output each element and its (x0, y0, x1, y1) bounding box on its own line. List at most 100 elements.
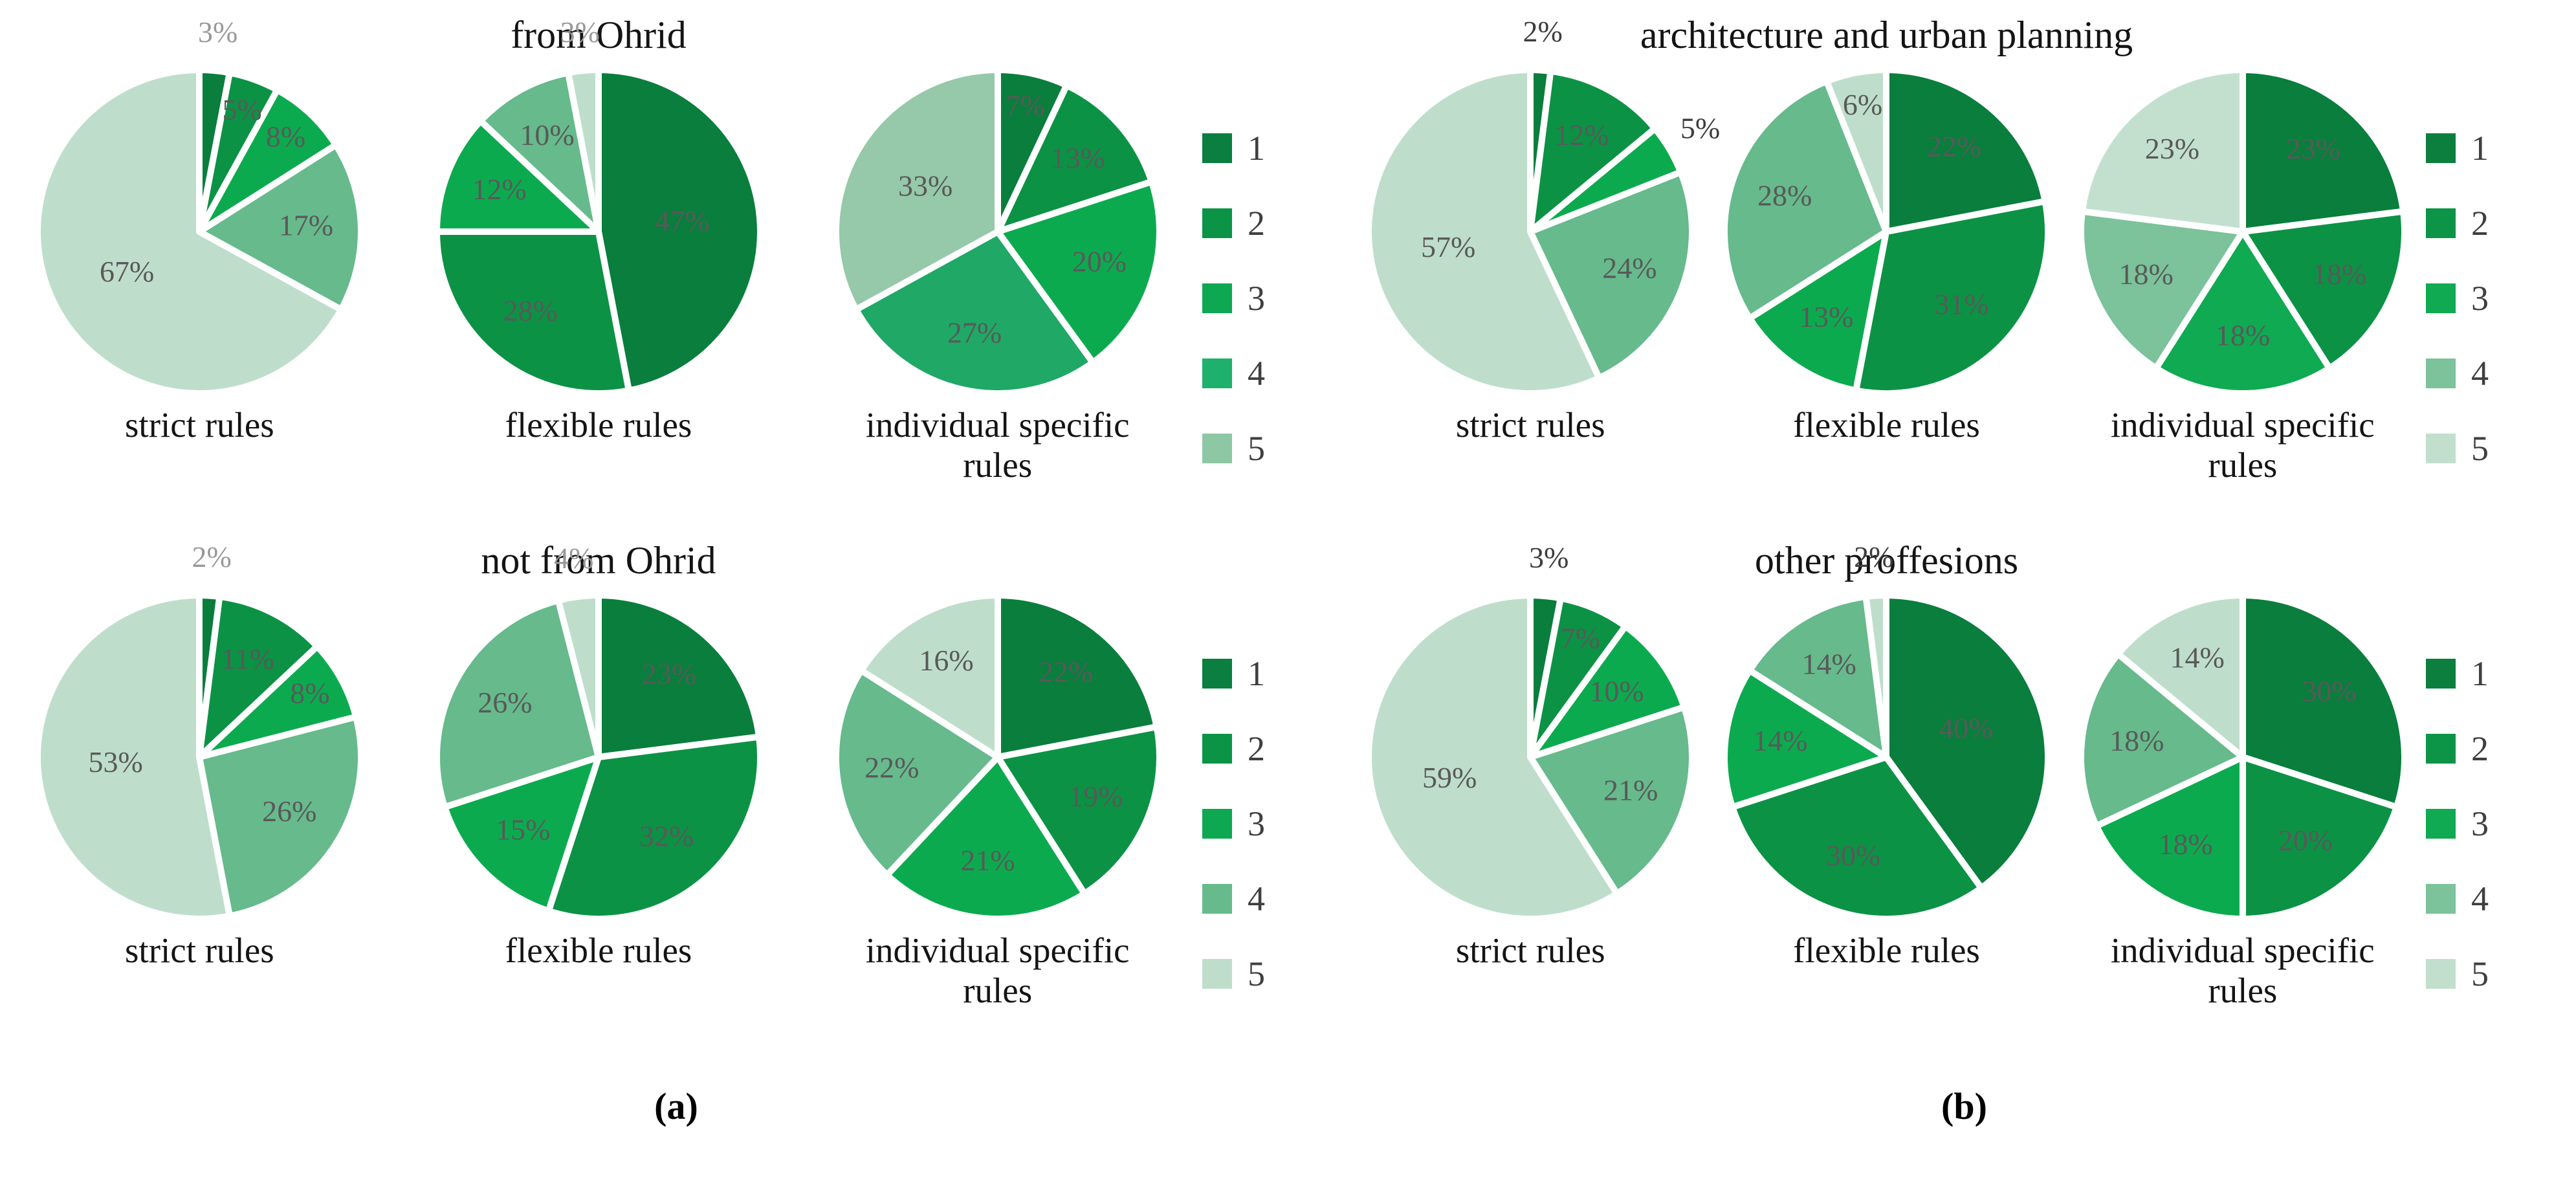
group-title-from-ohrid: from Ohrid (511, 14, 687, 56)
pie-slice-category-4 (196, 142, 365, 313)
pie-slice-category-2 (2239, 754, 2400, 922)
pie-slice-category-4 (2077, 208, 2246, 372)
pie-slice-category-2 (434, 228, 632, 397)
legend-label: 3 (1248, 279, 1265, 318)
pie-slice-category-2 (545, 733, 764, 922)
legend-swatch-icon (2426, 734, 2456, 764)
pie-slice-label: 18% (2312, 258, 2366, 291)
pie-slice-label: 22% (864, 751, 919, 784)
legend-swatch-icon (2426, 884, 2456, 914)
pie-slice-label: 17% (279, 208, 333, 241)
legend-swatch-icon (1202, 734, 1232, 764)
row-from-ohrid: from Ohrid 3% 5% 8% 17% 67% strict rules 47%… (0, 6, 1352, 532)
pie-caption: individual specific rules (865, 931, 1130, 1010)
pie-slice-category-4 (1527, 168, 1696, 382)
legend-label: 4 (1248, 354, 1265, 393)
legend-item-3: 3 (2426, 281, 2576, 316)
legend-item-1: 1 (2426, 656, 2576, 691)
legend-label: 3 (1248, 804, 1265, 843)
legend-item-4: 4 (2426, 881, 2576, 916)
pie-chart-flexible-rules: 40% 30% 14% 14% 2% (1721, 540, 2052, 922)
pie-slice-category-5 (555, 592, 602, 760)
pie-slice-label: 11% (221, 643, 275, 676)
pie-slice-category-5 (2115, 592, 2246, 760)
pie-slice-category-3 (1721, 667, 1890, 811)
pie-slice-category-1 (1883, 67, 2049, 235)
legend-swatch-icon (2426, 659, 2456, 689)
pie-chart-strict-rules: 3% 5%8% 17% 67% (34, 16, 365, 397)
pie-slice-category-2 (1853, 198, 2052, 397)
legend-item-1: 1 (1202, 656, 1352, 691)
pie-caption: individual specific rules (2110, 405, 2375, 485)
pie-slice-label: 30% (1826, 839, 1880, 872)
pie-slice-category-1 (2239, 592, 2408, 811)
legend-label: 4 (2471, 354, 2489, 393)
pie-slice-label: 31% (1935, 287, 1989, 320)
pie-slice-category-5 (832, 67, 1001, 313)
pie-slice-category-5 (565, 67, 602, 235)
pie-slice-label: 14% (1802, 647, 1856, 680)
pie-slice-category-4 (434, 597, 602, 811)
legend-label: 1 (2471, 129, 2489, 168)
pie-slice-label: 18% (2109, 724, 2164, 757)
legend: 1 2 3 4 5 (1197, 6, 1352, 532)
pie-slice-label: 3% (1529, 541, 1569, 574)
pie-chart-individual-specific-rules: 22% 19% 21% 22% 16% (832, 592, 1163, 922)
pie-slice-label: 8% (266, 120, 305, 153)
pie-slice-label: 20% (1072, 245, 1126, 278)
pie-slice-category-5 (857, 592, 1001, 760)
pie-slice-label: 10% (1589, 675, 1644, 708)
pie-caption: flexible rules (505, 931, 692, 970)
pie-slice-category-2 (1729, 754, 1985, 922)
pie-slice-label: 3% (198, 16, 237, 49)
pie-slice-label: 13% (1800, 300, 1854, 333)
pie-slice-category-3 (1527, 623, 1688, 760)
pie-slice-label: 67% (100, 255, 154, 288)
legend-label: 2 (1248, 729, 1265, 768)
pie-caption: individual specific rules (2110, 931, 2375, 1010)
pie-slice-label: 22% (1928, 129, 1982, 162)
pie-slice-category-3 (2152, 228, 2333, 397)
pie-slice-category-5 (1365, 592, 1621, 922)
pie-chart-strict-rules: 3% 7% 10% 21% 59% (1365, 541, 1696, 922)
pie-caption: strict rules (125, 405, 274, 445)
legend-item-1: 1 (2426, 131, 2576, 166)
pie-cell: 2% 11% 8% 26% 53% strict rules (0, 540, 399, 1057)
pie-slice-label: 18% (2158, 828, 2212, 861)
legend: 1 2 3 4 5 (1197, 532, 1352, 1057)
legend-label: 2 (2471, 729, 2489, 768)
group-title-not-from-ohrid: not from Ohrid (481, 539, 716, 582)
pie-slice-label: 26% (478, 686, 532, 719)
pie-cell: 22% 19% 21% 22% 16% individual specific rule… (798, 589, 1197, 1057)
legend-swatch-icon (2426, 283, 2456, 313)
pie-slice-category-5 (2078, 67, 2246, 235)
pie-chart-strict-rules: 2% 11% 8% 26% 53% (34, 540, 365, 922)
legend-item-2: 2 (1202, 206, 1352, 241)
legend-item-4: 4 (1202, 881, 1352, 916)
legend-swatch-icon (2426, 208, 2456, 238)
legend-swatch-icon (2426, 434, 2456, 463)
legend-label: 4 (1248, 879, 1265, 918)
pie-slice-label: 28% (1757, 179, 1812, 212)
pie-slice-label: 24% (1602, 251, 1657, 284)
pie-cell: 40% 30% 14% 14% 2% flexible rules (1708, 540, 2064, 1057)
legend-label: 2 (2471, 204, 2489, 243)
pie-slice-category-5 (1823, 67, 1890, 235)
pie-slice-label: 16% (919, 644, 973, 677)
pie-slice-category-3 (1746, 228, 1890, 394)
legend-swatch-icon (1202, 884, 1232, 914)
pie-slice-category-2 (196, 593, 321, 760)
pie-cell: 2% 12% 5% 24% 57% strict rules (1352, 15, 1720, 532)
row-other-proffesions: other proffesions 3% 7% 10% 21% 59% strict r… (1352, 532, 2576, 1057)
legend-label: 5 (1248, 429, 1265, 468)
legend-item-2: 2 (2426, 206, 2576, 241)
pie-slice-label: 4% (554, 542, 593, 575)
figure-panel-b: architecture and urban planning 2% 12% 5% 2… (1352, 6, 2576, 1179)
pie-slice-label: 59% (1422, 761, 1477, 794)
pie-slice-category-4 (477, 69, 602, 235)
legend-item-2: 2 (1202, 731, 1352, 766)
pie-slice-category-4 (832, 667, 1001, 879)
pie-slice-category-4 (196, 713, 365, 920)
pie-slice-category-3 (994, 178, 1163, 366)
